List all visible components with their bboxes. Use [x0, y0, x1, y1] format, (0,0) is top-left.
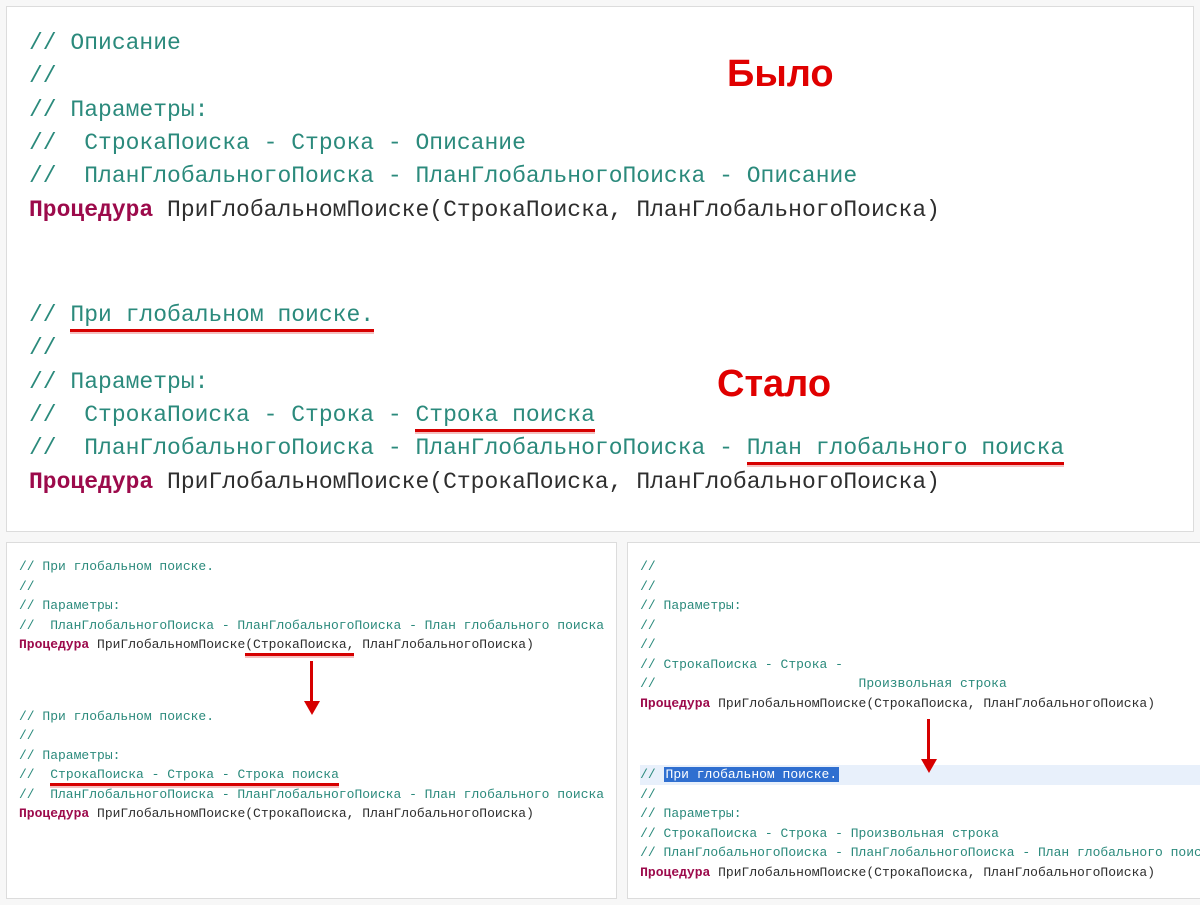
underlined-text: (СтрокаПоиска, — [245, 637, 354, 656]
code-bl-block2: // При глобальном поиске. // // Параметр… — [19, 707, 604, 824]
comment-line: // Произвольная строка — [640, 676, 1007, 691]
signature: ПриГлобальномПоиске(СтрокаПоиска, ПланГл… — [710, 696, 1155, 711]
comment-line: // — [19, 767, 50, 782]
comment-line: // Параметры: — [640, 598, 741, 613]
label-before: Было — [727, 47, 834, 102]
comment-line: // Параметры: — [29, 369, 208, 395]
keyword: Процедура — [19, 806, 89, 821]
arrow-down — [640, 719, 1200, 759]
signature: ПриГлобальномПоиске(СтрокаПоиска, ПланГл… — [89, 806, 534, 821]
comment-line: // — [19, 728, 35, 743]
panel-bottom-right: // // // Параметры: // // // СтрокаПоиск… — [627, 542, 1200, 899]
comment-line: // — [29, 335, 57, 361]
comment-line: // ПланГлобальногоПоиска - ПланГлобально… — [19, 787, 604, 802]
code-bl-block1: // При глобальном поиске. // // Параметр… — [19, 557, 604, 655]
selected-text: При глобальном поиске. — [664, 767, 840, 782]
comment-line: // СтрокаПоиска - Строка - Описание — [29, 130, 526, 156]
code-before: // Описание // // Параметры: // СтрокаПо… — [29, 27, 1171, 227]
code-after: // При глобальном поиске. // // Параметр… — [29, 299, 1171, 499]
comment-line: // — [640, 637, 656, 652]
comment-line: // — [640, 559, 656, 574]
keyword: Процедура — [29, 469, 153, 495]
comment-line: // Параметры: — [19, 598, 120, 613]
comment-line: // Параметры: — [19, 748, 120, 763]
comment-line: // СтрокаПоиска - Строка - — [640, 657, 843, 672]
comment-line: // СтрокаПоиска - Строка - Произвольная … — [640, 826, 999, 841]
keyword: Процедура — [29, 197, 153, 223]
comment-line: // Параметры: — [640, 806, 741, 821]
code-br-block1: // // // Параметры: // // // СтрокаПоиск… — [640, 557, 1200, 713]
underlined-text: План глобального поиска — [747, 435, 1064, 465]
comment-line: // — [640, 787, 656, 802]
signature: ПриГлобальномПоиске(СтрокаПоиска, ПланГл… — [710, 865, 1155, 880]
bottom-row: // При глобальном поиске. // // Параметр… — [6, 542, 1194, 899]
keyword: Процедура — [640, 865, 710, 880]
underlined-text: СтрокаПоиска - Строка - Строка поиска — [50, 767, 339, 786]
signature: ПриГлобальномПоиске(СтрокаПоиска, ПланГл… — [153, 197, 940, 223]
signature: ПриГлобальномПоиске(СтрокаПоиска, ПланГл… — [153, 469, 940, 495]
comment-line: // ПланГлобальногоПоиска - ПланГлобально… — [19, 618, 604, 633]
comment-line: // При глобальном поиске. — [19, 709, 214, 724]
signature: ПланГлобальногоПоиска) — [354, 637, 533, 652]
comment-line: // — [29, 63, 57, 89]
comment-line: // — [640, 579, 656, 594]
comment-line: // ПланГлобальногоПоиска - ПланГлобально… — [29, 163, 857, 189]
comment-line: // ПланГлобальногоПоиска - ПланГлобально… — [29, 435, 747, 461]
panel-bottom-left: // При глобальном поиске. // // Параметр… — [6, 542, 617, 899]
comment-line: // ПланГлобальногоПоиска - ПланГлобально… — [640, 845, 1200, 860]
panel-before-after: Было Стало // Описание // // Параметры: … — [6, 6, 1194, 532]
arrow-down — [19, 661, 604, 701]
comment-line: // Параметры: — [29, 97, 208, 123]
comment-line: // — [19, 579, 35, 594]
comment-line: // — [29, 302, 70, 328]
comment-line: // При глобальном поиске. — [19, 559, 214, 574]
gap — [29, 227, 1171, 299]
comment-line: // СтрокаПоиска - Строка - — [29, 402, 415, 428]
label-after: Стало — [717, 357, 831, 412]
signature: ПриГлобальномПоиске — [89, 637, 245, 652]
comment-line: // — [640, 767, 663, 782]
keyword: Процедура — [19, 637, 89, 652]
underlined-text: При глобальном поиске. — [70, 302, 374, 332]
underlined-text: Строка поиска — [415, 402, 594, 432]
keyword: Процедура — [640, 696, 710, 711]
code-br-block2: // При глобальном поиске. // // Параметр… — [640, 765, 1200, 882]
comment-line: // Описание — [29, 30, 181, 56]
comment-line: // — [640, 618, 656, 633]
